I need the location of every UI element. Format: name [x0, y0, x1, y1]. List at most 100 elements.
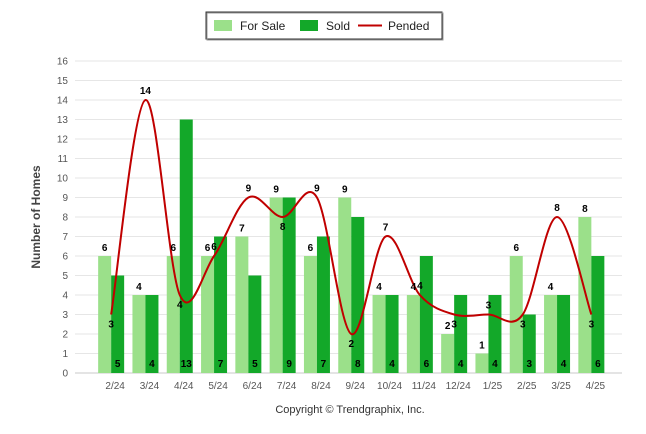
data-label-for-sale: 6: [205, 243, 211, 254]
data-label-pended: 4: [177, 300, 183, 311]
x-tick-label: 9/24: [346, 381, 366, 392]
data-label-for-sale: 4: [548, 282, 554, 293]
y-tick-label: 1: [62, 349, 68, 360]
data-label-for-sale: 6: [513, 243, 519, 254]
data-label-sold: 7: [218, 359, 224, 370]
pended-line: [110, 98, 593, 336]
y-axis-title: Number of Homes: [29, 165, 43, 269]
x-axis-ticks: 2/24 3/24 4/24 5/24 6/24 7/24 8/24 9/24 10/24 11/…: [105, 381, 605, 392]
y-tick-label: 15: [57, 76, 69, 87]
x-tick-label: 3/25: [551, 381, 571, 392]
data-label-pended: 9: [246, 184, 252, 195]
x-tick-label: 8/24: [311, 381, 331, 392]
data-label-pended: 4: [417, 281, 423, 292]
y-tick-label: 13: [57, 115, 69, 126]
data-label-for-sale: 6: [102, 243, 108, 254]
data-label-pended: 3: [589, 320, 595, 331]
y-tick-label: 9: [62, 193, 68, 204]
y-tick-label: 6: [62, 252, 68, 263]
data-label-pended: 14: [140, 86, 152, 97]
data-label-sold: 8: [355, 359, 361, 370]
data-label-sold: 4: [389, 359, 395, 370]
bar-for-sale: [98, 256, 112, 373]
legend-swatch-sold: [300, 20, 318, 31]
bar-sold: [557, 295, 571, 373]
data-label-for-sale: 6: [170, 243, 176, 254]
y-tick-label: 14: [57, 96, 69, 107]
data-label-for-sale: 7: [239, 224, 245, 235]
x-tick-label: 5/24: [208, 381, 228, 392]
bar-for-sale: [509, 256, 523, 373]
x-tick-label: 7/24: [277, 381, 297, 392]
bar-for-sale: [406, 295, 420, 373]
bar-sold: [316, 236, 330, 373]
x-tick-label: 11/24: [412, 381, 437, 392]
y-tick-label: 10: [57, 174, 69, 185]
data-label-pended: 3: [108, 320, 114, 331]
data-label-sold: 3: [526, 359, 532, 370]
x-tick-label: 2/24: [105, 381, 125, 392]
x-tick-label: 4/24: [174, 381, 194, 392]
bar-sold: [145, 295, 159, 373]
legend-shadow: [206, 12, 444, 41]
y-tick-label: 3: [62, 310, 68, 321]
y-tick-label: 16: [57, 57, 69, 68]
data-label-for-sale: 1: [479, 341, 485, 352]
data-label-sold: 5: [252, 359, 258, 370]
legend-label-for-sale: For Sale: [240, 19, 286, 33]
y-tick-label: 7: [62, 232, 68, 243]
x-tick-label: 12/24: [446, 381, 471, 392]
data-label-pended: 8: [280, 222, 286, 233]
data-label-sold: 7: [321, 359, 327, 370]
x-tick-label: 6/24: [243, 381, 263, 392]
bar-sold: [282, 197, 296, 373]
data-label-for-sale: 4: [136, 282, 142, 293]
legend-swatch-for-sale: [214, 20, 232, 31]
data-label-sold: 5: [115, 359, 121, 370]
legend-box: [205, 11, 443, 40]
bar-for-sale: [475, 353, 489, 373]
y-tick-label: 5: [62, 271, 68, 282]
data-label-sold: 4: [458, 359, 464, 370]
bar-sold: [179, 119, 193, 373]
y-tick-label: 12: [57, 135, 69, 146]
bar-sold: [591, 256, 605, 373]
data-label-sold: 4: [149, 359, 155, 370]
data-label-for-sale: 4: [411, 282, 417, 293]
data-label-sold: 4: [492, 359, 498, 370]
data-label-for-sale: 8: [582, 204, 588, 215]
legend: For Sale Sold Pended: [205, 11, 444, 41]
bar-sold: [248, 275, 262, 373]
bar-for-sale: [166, 256, 180, 373]
legend-label-sold: Sold: [326, 19, 350, 33]
bar-for-sale: [303, 256, 317, 373]
bar-sold: [214, 236, 228, 373]
bar-sold: [111, 275, 125, 373]
data-label-pended: 3: [520, 320, 526, 331]
data-label-sold: 9: [286, 359, 292, 370]
bar-for-sale: [544, 295, 558, 373]
data-label-sold: 13: [181, 359, 193, 370]
data-label-pended: 6: [211, 242, 217, 253]
legend-label-pended: Pended: [388, 19, 429, 33]
bar-sold: [385, 295, 399, 373]
bar-sold: [419, 256, 433, 373]
x-tick-label: 10/24: [377, 381, 402, 392]
data-label-pended: 2: [348, 339, 354, 350]
data-label-pended: 8: [554, 203, 560, 214]
data-label-pended: 3: [451, 320, 457, 331]
x-tick-label: 3/24: [140, 381, 160, 392]
data-label-for-sale: 9: [273, 185, 279, 196]
data-label-for-sale: 9: [342, 185, 348, 196]
y-tick-label: 8: [62, 213, 68, 224]
data-label-pended: 9: [314, 184, 320, 195]
bar-for-sale: [372, 295, 386, 373]
y-tick-label: 2: [62, 330, 68, 341]
bar-for-sale: [441, 334, 455, 373]
copyright-text: Copyright © Trendgraphix, Inc.: [275, 404, 424, 416]
data-label-sold: 4: [561, 359, 567, 370]
data-labels: 6544613677599679844462414634486314469892…: [102, 86, 601, 370]
data-label-for-sale: 2: [445, 321, 451, 332]
